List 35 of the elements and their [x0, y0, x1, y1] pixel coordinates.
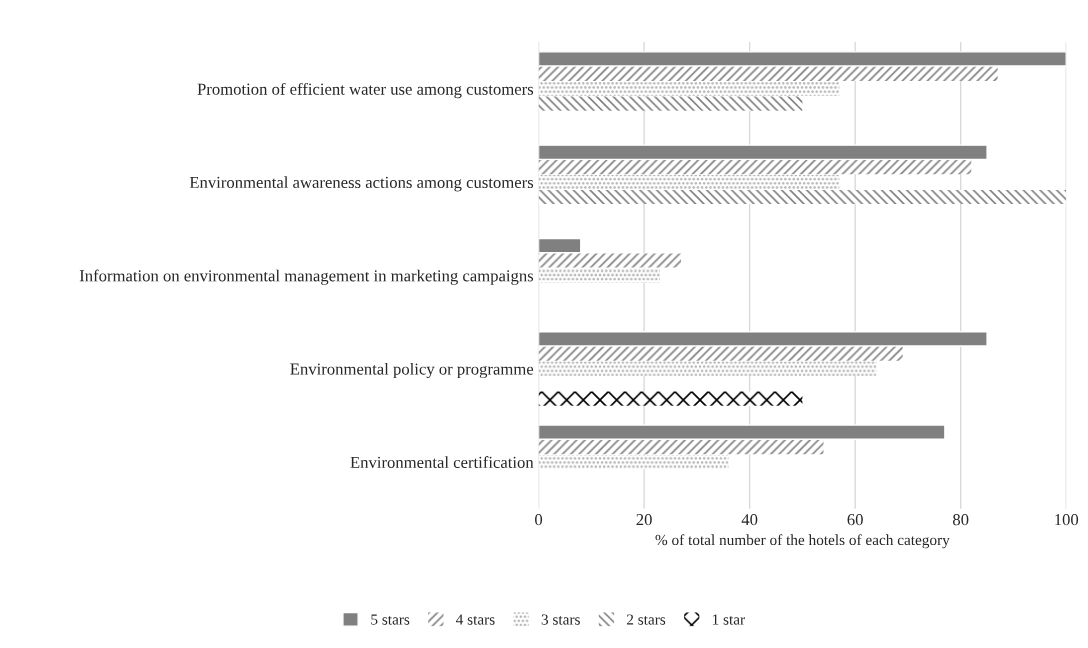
legend-label: 5 stars	[371, 614, 410, 625]
x-tick-label: 80	[953, 514, 969, 526]
bar	[538, 237, 582, 254]
bar	[538, 66, 998, 81]
bar	[538, 51, 1067, 67]
x-axis-title: % of total number of the hotels of each category	[655, 534, 950, 549]
bar	[538, 440, 824, 455]
bar	[538, 331, 988, 347]
bar	[538, 346, 903, 361]
y-tick-label: Environmental policy or programme	[290, 362, 534, 379]
bar	[538, 391, 803, 406]
legend-label: 3 stars	[541, 614, 580, 625]
x-tick-label: 60	[847, 514, 863, 526]
bar	[538, 96, 803, 111]
x-tick-label: 40	[741, 514, 758, 526]
legend-label: 4 stars	[455, 614, 495, 625]
x-tick-label: 20	[636, 514, 652, 526]
bar	[538, 144, 988, 161]
x-tick-label: 0	[535, 514, 543, 526]
bar	[538, 160, 972, 175]
legend-label: 1 star	[712, 614, 745, 625]
y-tick-label: Promotion of efficient water use among customers	[197, 82, 534, 99]
bar	[538, 268, 660, 283]
legend-label: 2 stars	[626, 614, 666, 625]
y-tick-label: Environmental certification	[350, 456, 534, 468]
x-tick-label: 100	[1055, 514, 1079, 526]
bar	[538, 253, 682, 268]
bar	[538, 361, 877, 376]
y-tick-label: Environmental awareness actions among customers	[189, 176, 534, 192]
bar	[538, 81, 840, 96]
y-tick-label: Information on environmental management in marketing campaigns	[79, 269, 534, 285]
bar	[538, 454, 729, 470]
bar	[538, 175, 840, 190]
bar	[538, 424, 946, 440]
bar	[538, 189, 1067, 205]
